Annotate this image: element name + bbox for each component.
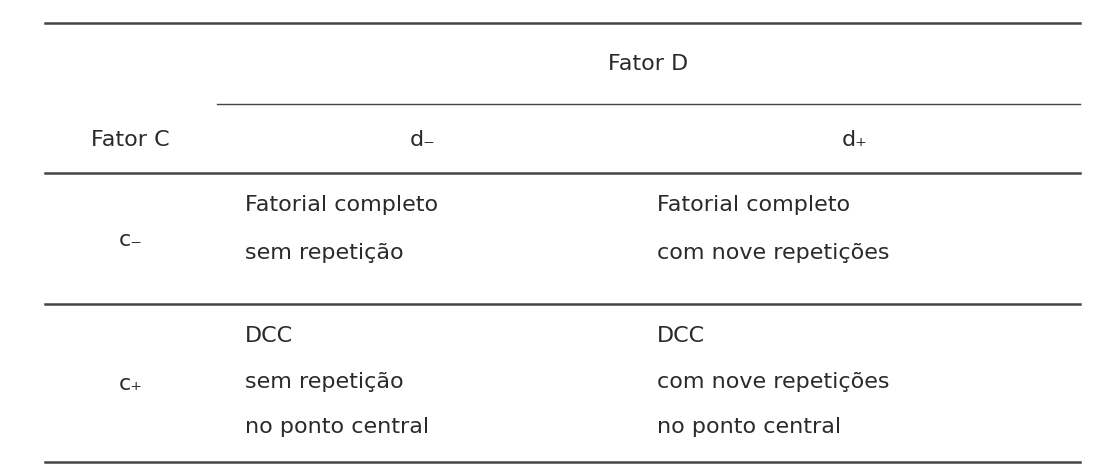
Text: c₋: c₋ — [119, 229, 142, 249]
Text: sem repetição: sem repetição — [245, 371, 404, 391]
Text: com nove repetições: com nove repetições — [657, 371, 889, 391]
Text: com nove repetições: com nove repetições — [657, 242, 889, 262]
Text: Fator D: Fator D — [608, 54, 689, 74]
Text: Fator C: Fator C — [91, 129, 170, 149]
Text: DCC: DCC — [657, 326, 705, 346]
Text: d₋: d₋ — [410, 129, 436, 149]
Text: no ponto central: no ponto central — [245, 416, 429, 436]
Text: d₊: d₊ — [841, 129, 867, 149]
Text: c₊: c₊ — [119, 373, 142, 393]
Text: Fatorial completo: Fatorial completo — [657, 195, 850, 215]
Text: DCC: DCC — [245, 326, 293, 346]
Text: Fatorial completo: Fatorial completo — [245, 195, 439, 215]
Text: no ponto central: no ponto central — [657, 416, 840, 436]
Text: sem repetição: sem repetição — [245, 242, 404, 262]
